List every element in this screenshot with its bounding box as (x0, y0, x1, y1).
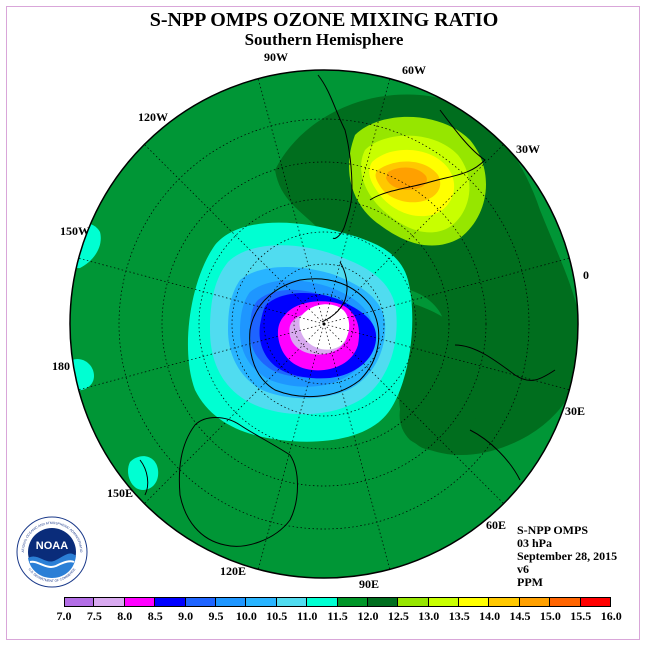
color-bar-swatch (550, 597, 581, 607)
lon-label-30e: 30E (565, 404, 586, 418)
lon-label-120w: 120W (138, 110, 168, 124)
color-bar-swatch (580, 597, 612, 607)
latitude-circle-80s (293, 293, 355, 355)
lon-label-90w: 90W (264, 50, 288, 64)
lon-label-150e: 150E (107, 486, 134, 500)
lon-label-0: 0 (583, 268, 589, 282)
noaa-logo: NOAA NATIONAL OCEANIC AND ATMOSPHERIC AD… (16, 516, 88, 588)
color-bar-tick-label: 11.5 (327, 609, 348, 623)
color-bar-tick-label: 8.5 (147, 609, 163, 623)
color-bar-swatch (307, 597, 338, 607)
lon-label-60w: 60W (402, 63, 426, 77)
color-bar-tick-label: 14.0 (479, 609, 501, 623)
info-block: S-NPP OMPS 03 hPa September 28, 2015 v6 … (517, 524, 617, 589)
ozone-field-dark-region-2 (399, 300, 485, 451)
color-bar-tick-label: 13.5 (448, 609, 470, 623)
color-bar-swatch (215, 597, 247, 607)
color-bar-tick-label: 12.5 (387, 609, 409, 623)
ozone-field-patch-150e (128, 456, 159, 490)
color-bar-swatch (276, 597, 308, 607)
color-bar-tick-label: 10.5 (266, 609, 288, 623)
latitude-circle-70s (263, 263, 385, 385)
color-bar-swatch (64, 597, 95, 607)
color-bar-tick-label: 12.0 (357, 609, 379, 623)
latitude-circle-40s (161, 161, 487, 487)
info-version: v6 (517, 562, 529, 576)
coast-antarctic-peninsula (321, 261, 348, 323)
latitude-circle-50s (198, 198, 450, 450)
color-bar-swatch (428, 597, 460, 607)
map-subtitle: Southern Hemisphere (244, 30, 404, 49)
map-rim (69, 69, 579, 579)
lon-label-180: 180 (52, 359, 70, 373)
noaa-logo-text: NOAA (36, 540, 68, 552)
color-bar-swatch (185, 597, 216, 607)
color-bar-tick-label: 9.0 (178, 609, 194, 623)
info-units: PPM (517, 575, 543, 589)
color-bar-swatch (124, 597, 156, 607)
color-bar-swatch (367, 597, 399, 607)
coast-antarctica (249, 278, 380, 398)
color-bar-swatch (519, 597, 551, 607)
color-bar-tick-label: 14.5 (509, 609, 531, 623)
coast-south-america (317, 74, 486, 239)
coast-australia (178, 417, 298, 547)
color-bar-tick-label: 9.5 (208, 609, 224, 623)
color-bar-swatch (246, 597, 277, 607)
coast-new-zealand (139, 459, 149, 496)
figure-frame (6, 6, 640, 640)
color-bar-tick-label: 10.0 (235, 609, 257, 623)
color-bar-swatch (155, 597, 186, 607)
color-bar (64, 597, 612, 607)
color-bar-tick-label: 11.0 (297, 609, 318, 623)
graticule (78, 78, 570, 570)
lon-label-60e: 60E (486, 518, 507, 532)
lon-label-90e: 90E (359, 577, 380, 591)
color-bar-tick-label: 7.0 (56, 609, 72, 623)
color-bar-swatch (398, 597, 429, 607)
color-bar-swatch (489, 597, 520, 607)
info-instrument: S-NPP OMPS (517, 523, 588, 537)
color-bar-swatch (337, 597, 368, 607)
color-bar-tick-label: 13.0 (418, 609, 440, 623)
lon-label-150w: 150W (60, 224, 90, 238)
map-title: S-NPP OMPS OZONE MIXING RATIO (149, 9, 499, 31)
color-bar-tick-label: 8.0 (117, 609, 133, 623)
color-bar-tick-label: 7.5 (86, 609, 102, 623)
color-bar-tick-label: 15.5 (570, 609, 592, 623)
color-bar-swatch (94, 597, 125, 607)
color-bar-tick-label: 16.0 (600, 609, 622, 623)
south-pole-marker (322, 322, 326, 326)
ozone-field-orange (386, 167, 427, 190)
color-bar-tick-label: 15.0 (539, 609, 561, 623)
info-date: September 28, 2015 (517, 549, 618, 563)
latitude-circle-30s (118, 118, 530, 530)
info-level: 03 hPa (517, 536, 553, 550)
coast-africa (454, 344, 556, 481)
coastlines (139, 74, 556, 547)
lon-label-30w: 30W (516, 142, 540, 156)
latitude-circle-60s (231, 231, 417, 417)
lon-label-120e: 120E (220, 564, 247, 578)
ozone-field-white-core (299, 304, 350, 350)
color-bar-swatch (459, 597, 490, 607)
